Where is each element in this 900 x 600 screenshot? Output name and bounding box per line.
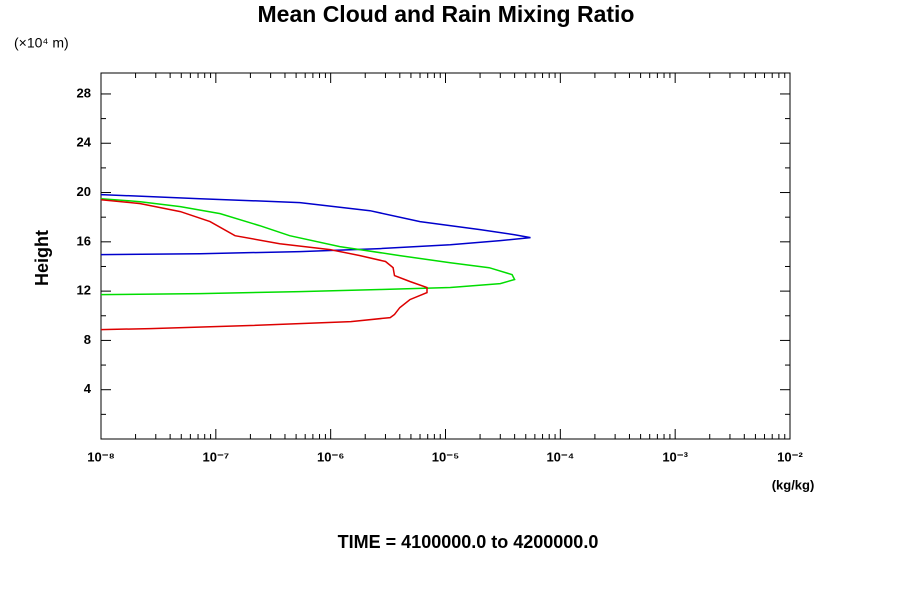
plot-frame [100, 72, 791, 440]
y-tick-label: 12 [77, 283, 91, 298]
x-tick-label: 10⁻⁷ [202, 449, 229, 464]
y-unit: (×10⁴ m) [14, 35, 69, 51]
profile-line [100, 198, 428, 331]
x-tick-label: 10⁻⁵ [432, 449, 459, 464]
profile-line [100, 197, 516, 296]
y-tick-label: 16 [77, 233, 91, 248]
x-tick-label: 10⁻⁸ [87, 449, 114, 464]
x-unit: (kg/kg) [772, 477, 815, 492]
x-tick-label: 10⁻⁶ [317, 449, 344, 464]
x-tick-label: 10⁻³ [662, 449, 688, 464]
x-tick-label: 10⁻⁴ [546, 449, 574, 464]
y-tick-label: 8 [84, 332, 91, 347]
footer: TIME = 4100000.0 to 4200000.0 [338, 532, 599, 552]
chart-title: Mean Cloud and Rain Mixing Ratio [258, 1, 635, 27]
y-tick-label: 20 [77, 184, 91, 199]
y-tick-label: 28 [77, 85, 91, 100]
profile-line [100, 193, 531, 256]
x-tick-label: 10⁻² [777, 449, 803, 464]
y-axis-label: Height [32, 230, 52, 286]
y-tick-label: 4 [84, 381, 92, 396]
y-tick-label: 24 [77, 135, 92, 150]
